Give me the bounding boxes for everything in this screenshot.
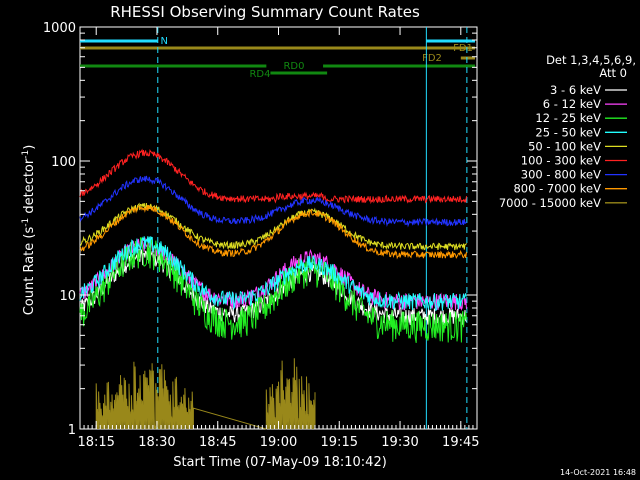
legend-entry-label: 6 - 12 keV: [543, 97, 601, 111]
chart-title: RHESSI Observing Summary Count Rates: [110, 3, 420, 21]
x-tick-label: 18:45: [199, 435, 236, 450]
flag-fd2-label: FD2: [422, 53, 442, 64]
legend-entry-label: 3 - 6 keV: [550, 83, 601, 97]
series-line: [79, 202, 467, 251]
legend-header-2: Att 0: [599, 66, 627, 80]
legend-entry-label: 25 - 50 keV: [535, 125, 601, 139]
x-tick-label: 19:45: [442, 435, 479, 450]
y-ticks: 1 10 100 1000: [43, 21, 477, 438]
series-lines: [79, 148, 467, 430]
series-line-7000-15000: [95, 358, 316, 430]
series-line: [79, 148, 467, 205]
y-tick-label: 1: [68, 423, 76, 438]
y-axis-label-sup2: -1: [21, 150, 31, 159]
y-axis-label-sup1: -1: [21, 218, 31, 227]
x-tick-label: 19:15: [321, 435, 358, 450]
legend-entry-label: 7000 - 15000 keV: [499, 196, 601, 210]
footer-date: 14-Oct-2021 16:48: [560, 468, 636, 477]
flag-n-label: N: [161, 36, 168, 47]
flags: N FD1 FD2 RD0 RD4: [80, 36, 475, 80]
legend-entry-label: 100 - 300 keV: [521, 154, 601, 168]
legend-entry-label: 300 - 800 keV: [521, 168, 601, 182]
legend-header: Det 1,3,4,5,6,9,: [546, 53, 636, 67]
x-tick-label: 19:00: [260, 435, 297, 450]
series-line: [79, 175, 467, 228]
y-tick-label: 10: [59, 289, 76, 304]
flag-fd1-label: FD1: [453, 43, 473, 54]
flag-rd0-label: RD0: [283, 61, 304, 72]
x-ticks: 18:15 18:30 18:45 19:00 19:15 19:30 19:45: [77, 27, 480, 450]
y-tick-label: 1000: [43, 21, 76, 36]
y-axis-label-main: Count Rate (s: [22, 227, 37, 316]
y-axis-label: Count Rate (s-1 detector-1): [21, 145, 37, 316]
x-axis-label: Start Time (07-May-09 18:10:42): [173, 455, 387, 470]
x-tick-label: 18:30: [138, 435, 175, 450]
y-tick-label: 100: [51, 155, 76, 170]
flag-rd4-label: RD4: [249, 69, 270, 80]
legend-entry-label: 12 - 25 keV: [535, 111, 601, 125]
orbit-lines: [157, 27, 468, 429]
y-axis-label-mid: detector: [22, 158, 37, 218]
x-tick-label: 19:30: [381, 435, 418, 450]
x-tick-label: 18:15: [77, 435, 114, 450]
legend-entry-label: 800 - 7000 keV: [513, 182, 601, 196]
series-line: [79, 205, 467, 260]
series-line: [79, 237, 467, 343]
series-line: [79, 236, 467, 312]
y-axis-label-end: ): [22, 145, 37, 150]
legend-entry-label: 50 - 100 keV: [528, 139, 601, 153]
